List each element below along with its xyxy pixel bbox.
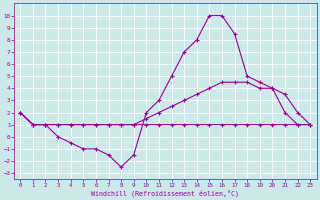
X-axis label: Windchill (Refroidissement éolien,°C): Windchill (Refroidissement éolien,°C)	[91, 189, 239, 197]
